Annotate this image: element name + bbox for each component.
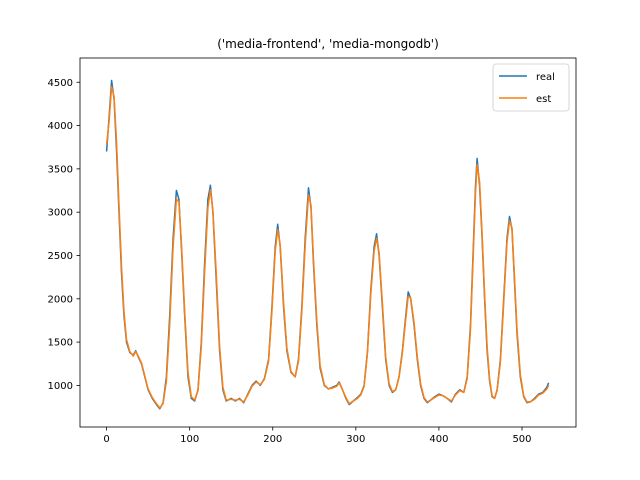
y-tick-label: 2000 [48, 294, 73, 305]
legend-label-real: real [536, 72, 555, 83]
y-tick-label: 4500 [48, 78, 73, 89]
axes-frame [79, 57, 577, 428]
y-tick-label: 2500 [48, 251, 73, 262]
x-tick-label: 500 [512, 434, 531, 445]
x-axis: 0 100 200 300 400 500 [103, 427, 532, 445]
plot-area [105, 79, 550, 410]
x-tick-label: 300 [346, 434, 365, 445]
series-line-est [105, 85, 550, 409]
y-tick-label: 3000 [48, 208, 73, 219]
legend-box [492, 63, 570, 112]
y-tick-label: 1500 [48, 338, 73, 349]
chart-title: ('media-frontend', 'media-mongodb') [217, 37, 439, 51]
y-tick-label: 4000 [48, 121, 73, 132]
y-tick-label: 1000 [48, 381, 73, 392]
y-tick-label: 3500 [48, 164, 73, 175]
y-axis: 1000 1500 2000 2500 3000 3500 4000 4500 [48, 78, 80, 392]
x-tick-label: 100 [180, 434, 199, 445]
x-tick-label: 200 [263, 434, 282, 445]
x-tick-label: 400 [429, 434, 448, 445]
legend: real est [492, 63, 570, 112]
x-tick-label: 0 [103, 434, 109, 445]
legend-label-est: est [536, 94, 551, 105]
